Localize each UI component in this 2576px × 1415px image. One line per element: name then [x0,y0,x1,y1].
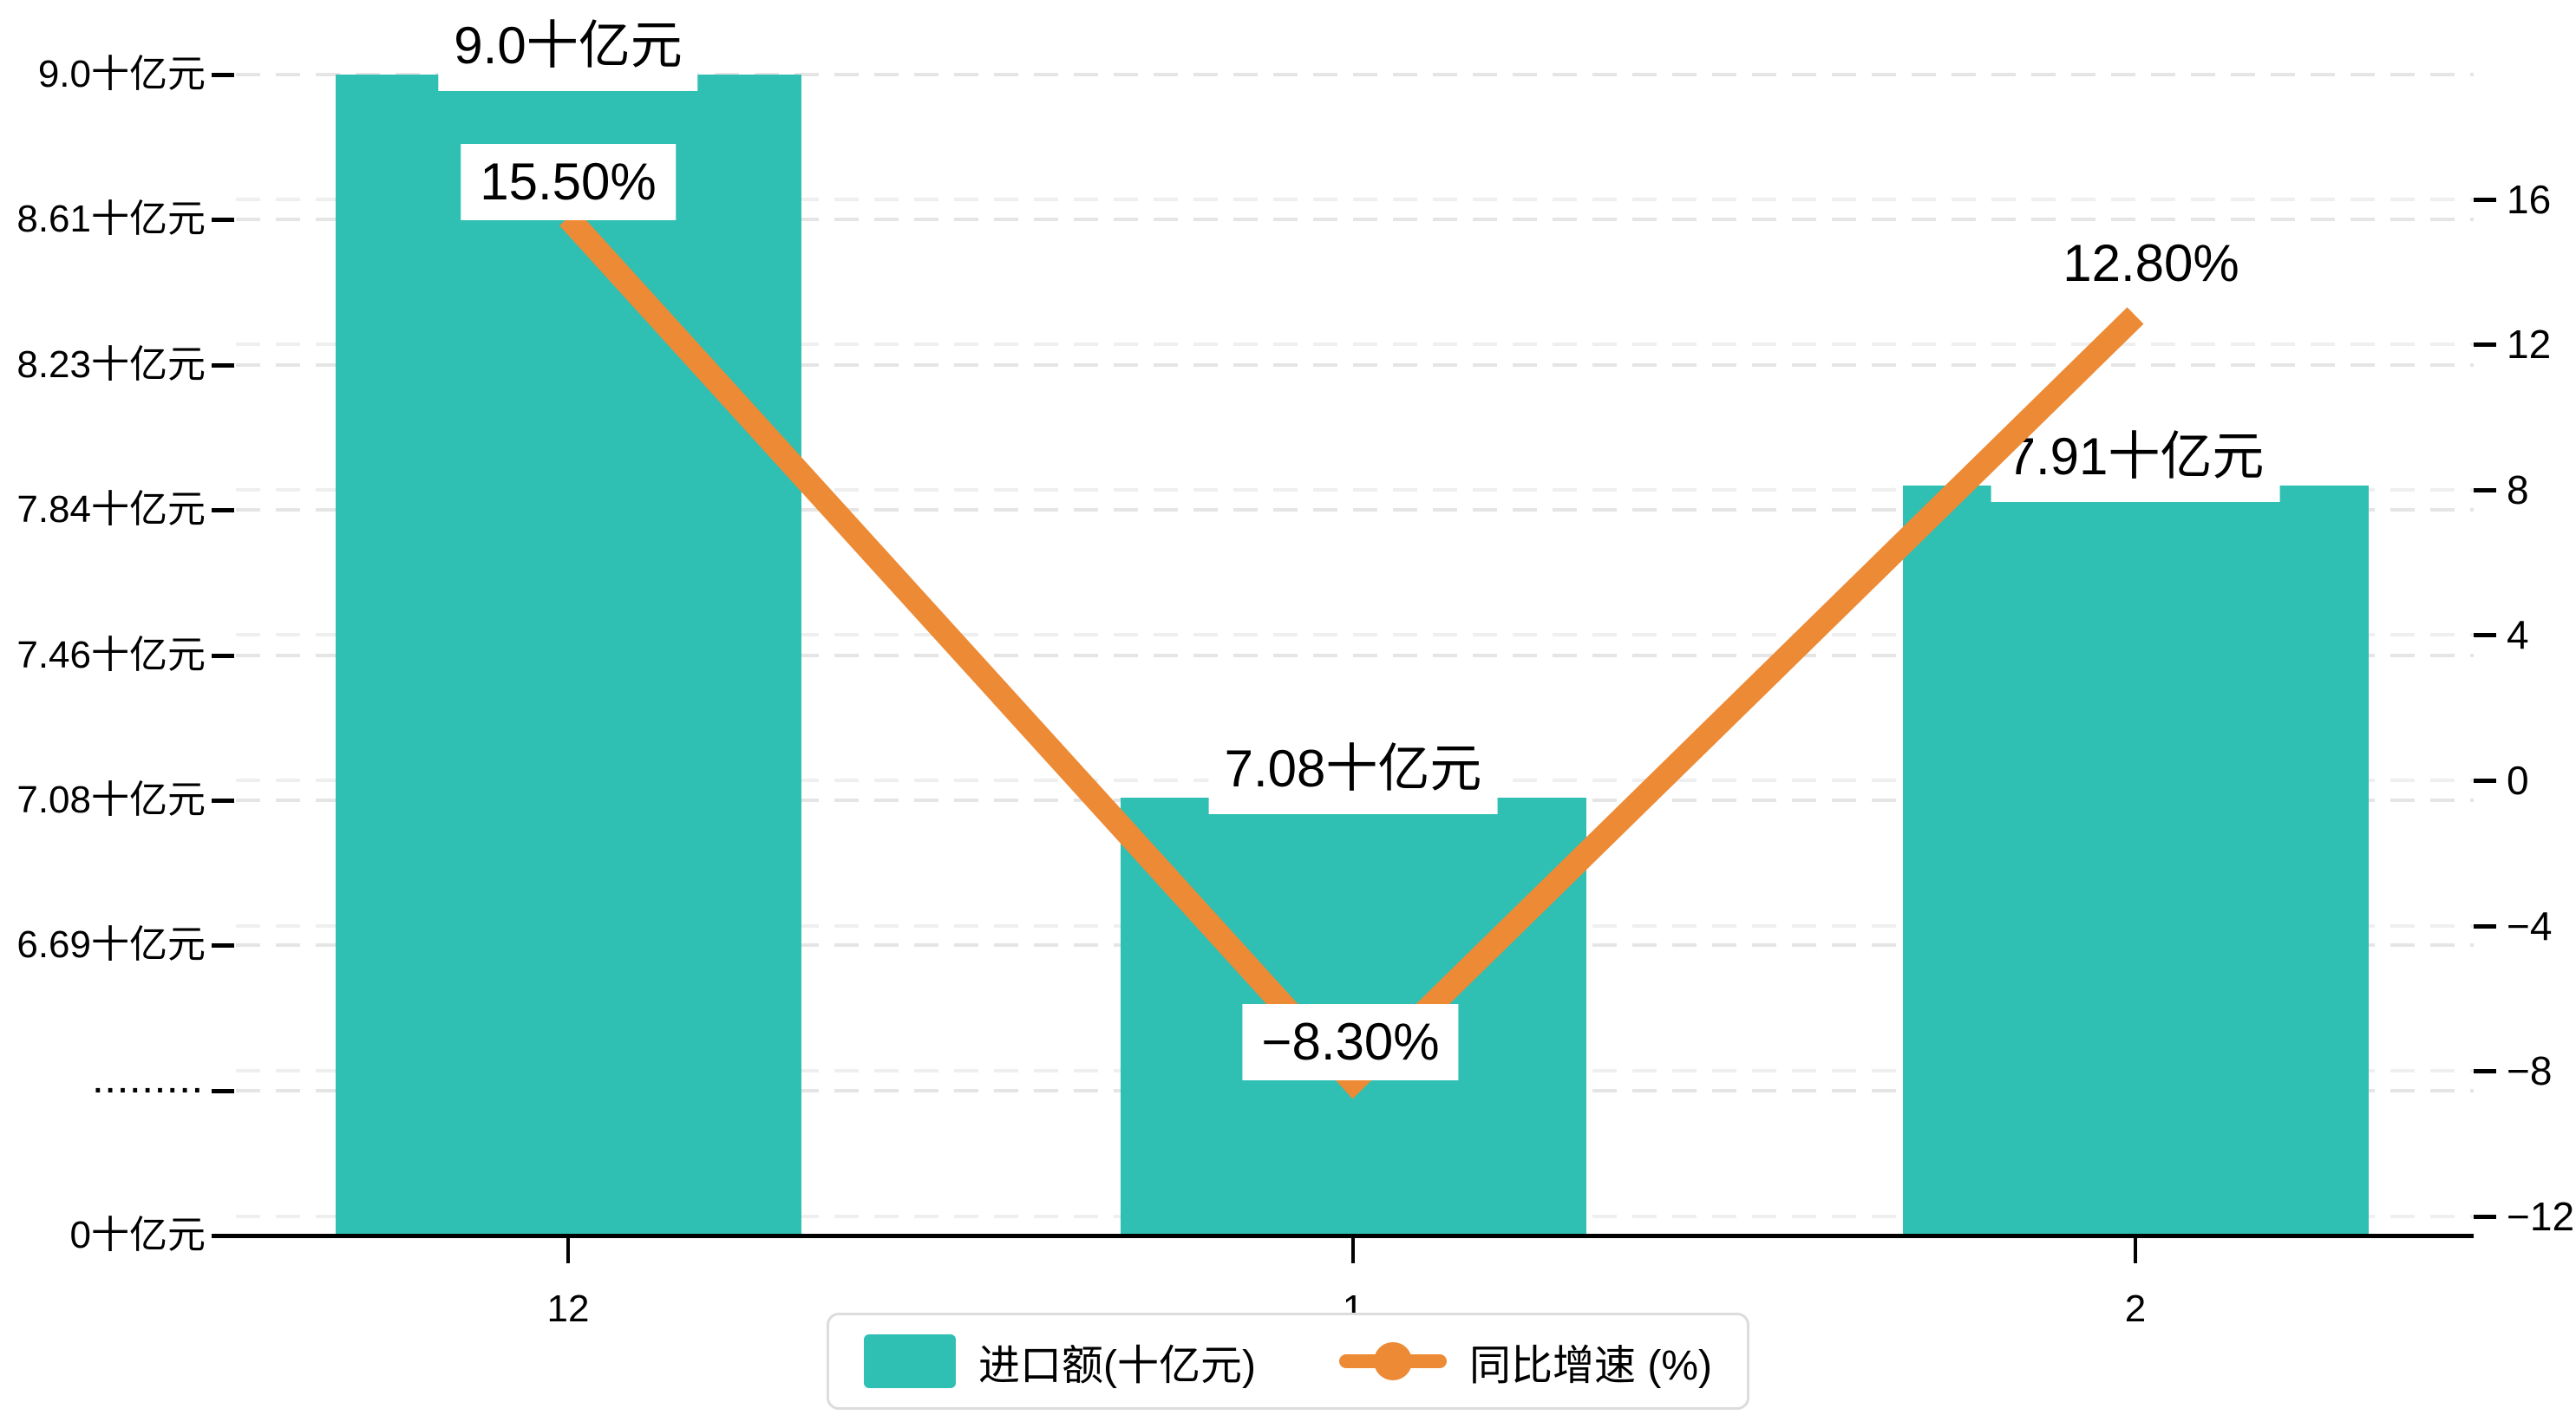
gridline-left [236,654,2474,657]
bar-value-label: 9.0十亿元 [438,1,698,91]
y-axis-tick-left [212,799,234,803]
y-axis-label-left: 0十亿元 [69,1214,206,1256]
gridline-left [236,508,2474,512]
legend-label-growth: 同比增速 (%) [1468,1343,1712,1389]
y-axis-tick-left [212,218,234,222]
x-axis-label: 2 [2124,1288,2147,1330]
bar-value-label: 7.91十亿元 [1991,412,2280,502]
legend: 进口额(十亿元) 同比增速 (%) [827,1313,1749,1410]
y-axis-label-right: −8 [2507,1048,2553,1093]
gridline-right [236,342,2474,346]
y-axis-tick-right [2474,198,2496,202]
y-axis-label-right: 4 [2507,612,2529,657]
y-axis-tick-left [212,363,234,368]
growth-value-label: 15.50% [461,144,676,220]
y-axis-tick-left [212,943,234,948]
y-axis-tick-right [2474,342,2496,347]
y-axis-tick-left [212,73,234,77]
gridline-left [236,73,2474,76]
y-axis-tick-left [212,508,234,512]
growth-value-label: −8.30% [1242,1004,1459,1080]
bar-value-label: 7.08十亿元 [1208,724,1498,814]
x-axis-tick [566,1237,570,1263]
gridline-left [236,218,2474,221]
import-bar[interactable] [1903,486,2369,1236]
y-axis-label-right: 0 [2507,758,2529,803]
gridline-left [236,363,2474,367]
y-axis-label-right: −12 [2507,1194,2575,1239]
y-axis-tick-right [2474,488,2496,492]
x-axis-tick [2134,1237,2137,1263]
y-axis-label-right: −4 [2507,903,2553,949]
gridline-right [236,488,2474,492]
line-series-marker-icon [1338,1334,1447,1388]
y-axis-tick-left [212,1234,234,1238]
y-axis-label-left: 8.23十亿元 [16,343,206,386]
bar-series-swatch-icon [864,1334,957,1388]
y-axis-label-left: 9.0十亿元 [37,53,206,95]
x-axis-tick [1351,1237,1355,1263]
y-axis-tick-right [2474,1215,2496,1219]
y-axis-label-left: 7.08十亿元 [16,779,206,821]
y-axis-label-right: 8 [2507,467,2529,512]
y-axis-tick-left [212,1089,234,1093]
y-axis-label-left: 6.69十亿元 [16,923,206,966]
y-axis-tick-right [2474,779,2496,783]
growth-value-label: 12.80% [2043,225,2259,302]
legend-item-imports[interactable]: 进口额(十亿元) [864,1331,1256,1392]
legend-label-imports: 进口额(十亿元) [978,1343,1256,1389]
x-axis-label: 12 [546,1288,590,1330]
y-axis-tick-left [212,654,234,658]
y-axis-label-right: 12 [2507,322,2552,367]
legend-item-growth[interactable]: 同比增速 (%) [1338,1331,1712,1392]
y-axis-label-right: 16 [2507,177,2552,222]
import-bar[interactable] [336,75,801,1236]
y-axis-tick-right [2474,924,2496,929]
x-axis-line [234,1234,2474,1238]
gridline-right [236,633,2474,636]
y-axis-label-left: ········· [94,1074,206,1107]
y-axis-tick-right [2474,1069,2496,1073]
y-axis-label-left: 7.46十亿元 [16,634,206,676]
y-axis-label-left: 7.84十亿元 [16,488,206,531]
y-axis-tick-right [2474,633,2496,637]
growth-line[interactable] [559,209,2144,1099]
gridline-right [236,198,2474,201]
y-axis-label-left: 8.61十亿元 [16,198,206,240]
